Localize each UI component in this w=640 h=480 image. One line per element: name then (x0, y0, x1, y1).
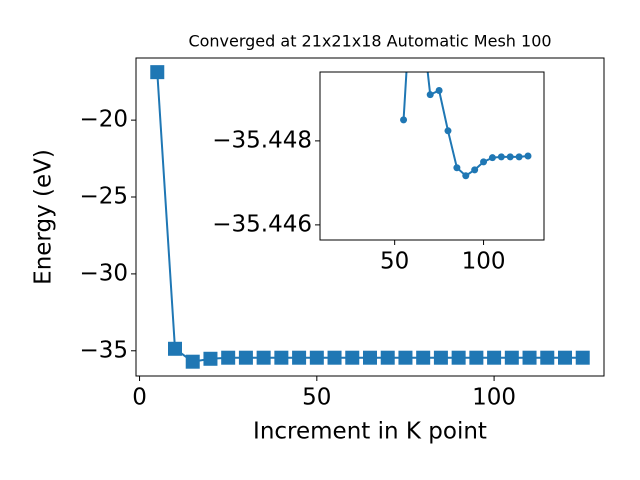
marker (380, 350, 395, 365)
x-tick-label: 0 (132, 385, 147, 411)
marker (522, 350, 537, 365)
marker (433, 350, 448, 365)
marker (398, 350, 413, 365)
marker (453, 164, 461, 172)
y-tick-label: −30 (79, 260, 128, 286)
y-tick-label: −25 (79, 184, 128, 210)
y-tick-label: −35.448 (212, 127, 312, 153)
marker (185, 354, 200, 369)
marker (558, 350, 572, 365)
marker (515, 153, 523, 161)
x-tick-label: 50 (302, 385, 331, 411)
plot-content (150, 65, 590, 369)
marker (444, 127, 452, 135)
plot-content (400, 11, 532, 180)
marker (506, 153, 514, 161)
marker (327, 350, 342, 365)
marker (309, 350, 324, 365)
marker (221, 350, 236, 365)
marker (487, 350, 502, 365)
marker (168, 341, 182, 356)
chart-title: Converged at 21x21x18 Automatic Mesh 100 (188, 32, 551, 51)
x-tick-label: 100 (462, 249, 506, 275)
y-axis-label: Energy (eV) (31, 149, 57, 285)
marker (363, 350, 377, 365)
marker (469, 350, 484, 365)
marker (497, 153, 505, 161)
marker (150, 65, 165, 80)
y-tick-label: −20 (79, 107, 128, 133)
marker (292, 350, 307, 365)
marker (435, 86, 443, 94)
marker (504, 350, 519, 365)
marker (488, 154, 496, 162)
axes-frame (319, 71, 545, 241)
marker (203, 351, 218, 366)
marker (524, 152, 532, 160)
marker (451, 350, 466, 365)
x-axis-label: Increment in K point (253, 419, 487, 445)
marker (480, 158, 488, 166)
marker (274, 350, 289, 365)
marker (256, 350, 271, 365)
marker (238, 350, 253, 365)
marker (418, 11, 425, 18)
marker (345, 350, 360, 365)
marker (400, 116, 408, 124)
marker (540, 350, 555, 365)
marker (426, 91, 434, 99)
x-tick-label: 100 (472, 385, 516, 411)
marker (462, 172, 470, 180)
marker (471, 166, 479, 174)
y-tick-label: −35.446 (212, 211, 312, 237)
axes-frame (135, 57, 605, 377)
x-tick-label: 50 (380, 249, 409, 275)
y-tick-label: −35 (79, 337, 128, 363)
marker (416, 350, 431, 365)
marker (575, 350, 590, 365)
